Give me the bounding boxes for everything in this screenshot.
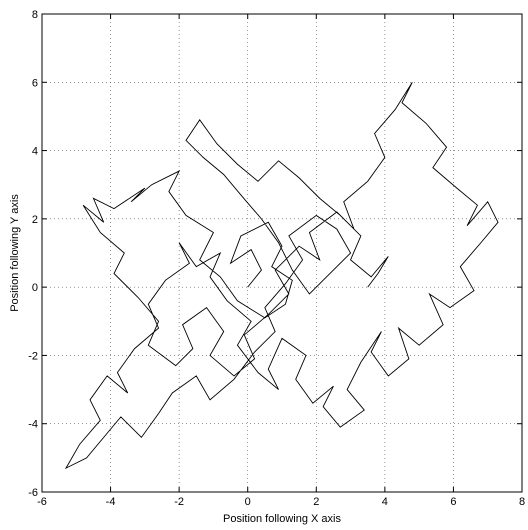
x-tick-label: 4 [382, 496, 388, 508]
x-axis-label: Position following X axis [223, 513, 342, 525]
y-tick-label: 4 [32, 146, 38, 158]
y-axis-label: Position following Y axis [9, 194, 21, 312]
y-tick-label: 6 [32, 77, 38, 89]
y-tick-label: -4 [28, 419, 38, 431]
x-tick-label: 8 [519, 496, 525, 508]
x-tick-label: 6 [450, 496, 456, 508]
y-tick-label: 2 [32, 214, 38, 226]
x-tick-label: -2 [174, 496, 184, 508]
y-tick-label: -2 [28, 350, 38, 362]
y-tick-label: -6 [28, 487, 38, 499]
plot-frame [41, 13, 523, 493]
y-tick-label: 0 [32, 282, 38, 294]
y-tick-label: 8 [32, 9, 38, 21]
walk-line [64, 82, 499, 470]
x-tick-label: -6 [37, 496, 47, 508]
x-tick-label: -4 [106, 496, 116, 508]
x-tick-label: 0 [245, 496, 251, 508]
x-tick-label: 2 [313, 496, 319, 508]
